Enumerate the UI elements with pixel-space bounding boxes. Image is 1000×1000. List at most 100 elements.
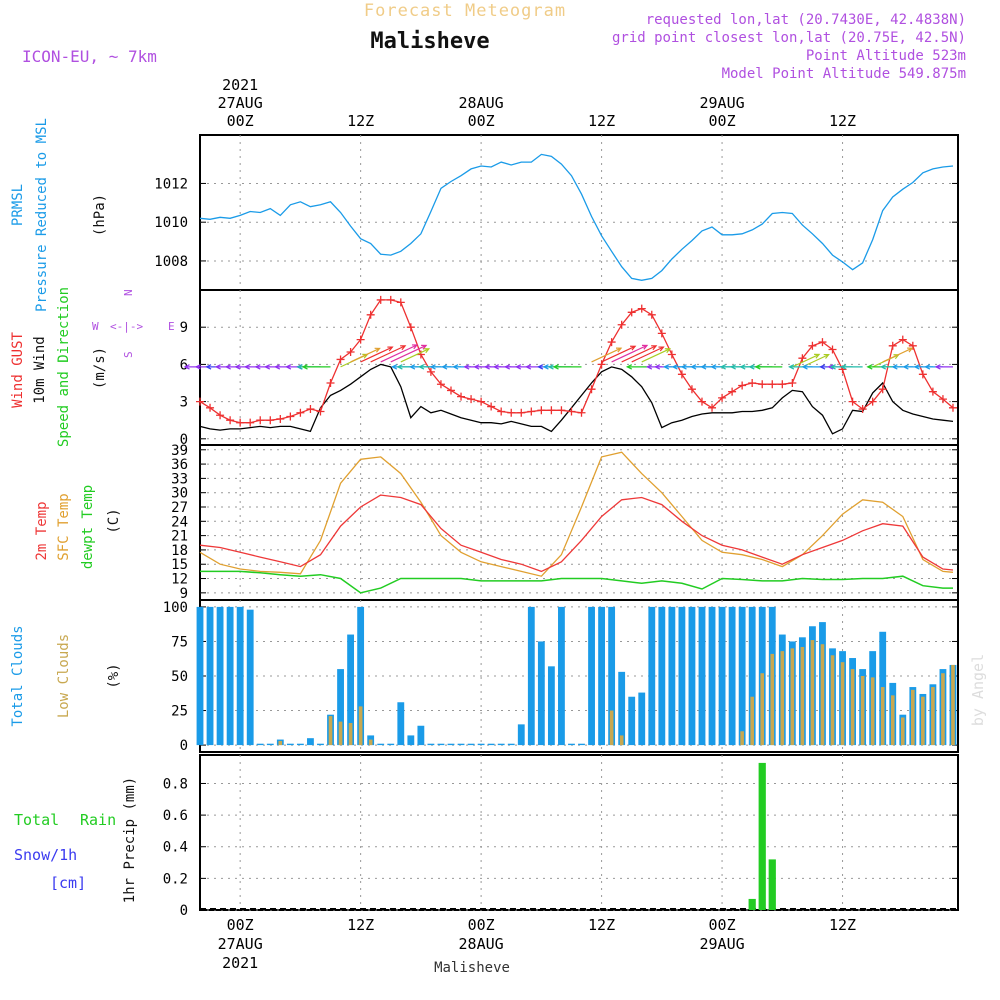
wind-arrow-head — [690, 364, 697, 370]
low-cloud-bar — [740, 731, 744, 746]
rain-label: Rain — [80, 811, 116, 829]
wind-arrow-head — [503, 364, 511, 370]
footer-location: Malisheve — [434, 960, 510, 976]
gust-marker — [376, 295, 385, 304]
wind-arrow-head — [183, 364, 190, 370]
total-cloud-bar — [527, 606, 535, 746]
low-cloud-bar — [750, 696, 754, 746]
y-tick-label: 75 — [171, 634, 188, 650]
wind-direction-arrow — [601, 345, 636, 363]
top-time-label: 27AUG — [218, 94, 263, 112]
wind-arrow-head — [625, 364, 633, 370]
gust-marker — [286, 412, 295, 421]
wind-arrow-head — [273, 364, 281, 370]
wind-arrow-head — [729, 364, 736, 370]
wind-arrow-head — [907, 347, 914, 353]
total-cloud-bar — [547, 666, 555, 746]
y-tick-label: 0.8 — [163, 776, 188, 792]
pressure-line — [199, 153, 954, 281]
total-cloud-bar — [477, 743, 485, 746]
gust-marker — [206, 403, 215, 412]
wind-arrow-head — [663, 364, 670, 370]
wind-arrow-head — [814, 353, 821, 359]
low-clouds-label: Low Clouds — [56, 634, 72, 718]
gust-marker — [667, 350, 676, 359]
wind-arrow-head — [285, 364, 292, 370]
wind-direction-arrow — [621, 345, 657, 363]
total-cloud-bar — [688, 606, 696, 746]
wind-arrow-head — [680, 364, 687, 370]
top-time-label: 2021 — [222, 76, 258, 94]
total-cloud-bar — [387, 743, 395, 746]
temp-unit: (C) — [106, 508, 122, 533]
y-tick-label: 9 — [180, 320, 188, 336]
dewpoint-line — [200, 570, 953, 594]
gust-marker — [497, 407, 506, 416]
rain-bar — [748, 898, 756, 910]
y-tick-label: 1012 — [154, 176, 188, 192]
wind-arrow-head — [400, 345, 407, 351]
total-cloud-bar — [317, 743, 324, 746]
wind10m-line — [199, 363, 954, 435]
gust-marker — [848, 397, 857, 406]
wind-direction-arrow — [380, 344, 418, 363]
clouds-unit: (%) — [106, 663, 122, 688]
gust-marker — [657, 329, 666, 338]
wind-arrow-head — [840, 364, 847, 370]
gust-marker — [758, 380, 767, 389]
wind-arrow-head — [473, 364, 480, 370]
low-cloud-bar — [760, 673, 765, 746]
low-cloud-bar — [951, 664, 955, 746]
wind-arrow-head — [243, 364, 251, 370]
gust-marker — [868, 397, 877, 406]
wind-arrow-head — [866, 364, 873, 370]
gust-marker — [587, 385, 596, 394]
total-cloud-bar — [497, 743, 505, 746]
wind-arrow-head — [421, 344, 428, 350]
wind-arrow-head — [234, 364, 241, 370]
prmsl-label: PRMSL — [10, 184, 26, 226]
total-cloud-bar — [568, 743, 575, 746]
total-cloud-bar — [256, 743, 264, 746]
low-cloud-bar — [348, 722, 353, 746]
wind-direction-arrow — [882, 347, 913, 363]
gust-marker — [928, 387, 937, 396]
total-cloud-bar — [467, 743, 475, 746]
low-cloud-bar — [880, 687, 885, 746]
gust-marker — [356, 335, 365, 344]
total-cloud-bar — [347, 634, 355, 746]
gridpoint-coords: grid point closest lon,lat (20.75E, 42.5… — [612, 30, 966, 46]
compass-e: E — [168, 320, 175, 333]
low-cloud-bar — [358, 706, 363, 746]
wind-arrow-head — [754, 364, 761, 370]
wind-arrow-head — [801, 364, 808, 370]
total-cloud-bar — [427, 743, 435, 746]
y-tick-label: 39 — [171, 443, 188, 459]
panel-border — [199, 754, 959, 911]
gust-marker — [818, 338, 827, 347]
wind-direction-arrow — [631, 346, 664, 363]
location-title: Malisheve — [370, 29, 489, 54]
gust-marker — [617, 320, 626, 329]
low-cloud-bar — [840, 662, 845, 746]
wind-direction-arrow — [641, 348, 671, 363]
low-cloud-bar — [619, 735, 624, 746]
wind-arrow-head — [483, 364, 490, 370]
wind-direction-arrow — [350, 347, 380, 363]
wind-arrow-head — [829, 364, 836, 370]
low-cloud-bar — [860, 676, 865, 746]
y-tick-label: 9 — [180, 586, 188, 602]
low-cloud-bar — [870, 677, 875, 746]
wind-direction-arrow — [611, 344, 648, 363]
wind-arrow-head — [879, 364, 887, 370]
wind-arrow-head — [537, 364, 544, 370]
gust-marker — [296, 408, 305, 417]
low-cloud-bar — [850, 669, 855, 746]
gust-marker — [898, 335, 907, 344]
total-cloud-bar — [578, 743, 585, 746]
gust-marker — [718, 393, 727, 402]
dewpt-label: dewpt Temp — [80, 485, 96, 569]
total-cloud-bar — [286, 743, 294, 746]
low-cloud-bar — [609, 710, 614, 746]
